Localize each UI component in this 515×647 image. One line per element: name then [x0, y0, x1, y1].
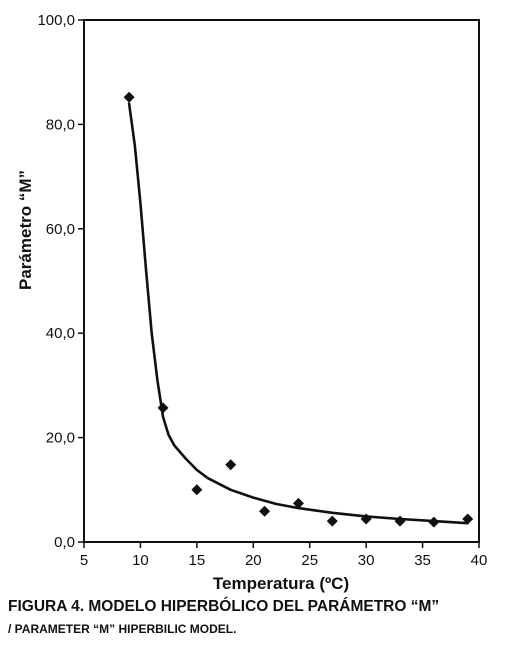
- figure-caption: FIGURA 4. MODELO HIPERBÓLICO DEL PARÁMET…: [8, 598, 440, 615]
- data-point-diamond: [259, 505, 271, 517]
- data-point-diamond: [428, 516, 440, 528]
- x-tick-label: 5: [80, 552, 88, 569]
- hyperbolic-model-chart: 5 10 15 20 25 30 35 40 0,0 20,0 40,0 60,0 80,0 100,0…: [16, 12, 488, 593]
- data-point-diamond: [462, 513, 474, 525]
- figure-caption-english: / PARAMETER “M” HIPERBILIC MODEL.: [8, 622, 237, 636]
- plot-frame: [83, 19, 480, 543]
- x-axis-title: Temperatura (ºC): [213, 574, 349, 593]
- data-point-diamond: [326, 515, 338, 527]
- y-axis-title: Parámetro “M”: [16, 170, 35, 290]
- fitted-hyperbolic-curve: [127, 102, 469, 525]
- data-point-diamond: [191, 484, 203, 496]
- x-axis-ticks: 5 10 15 20 25 30 35 40: [80, 542, 488, 569]
- data-points-layer: [123, 91, 474, 528]
- data-point-diamond: [394, 515, 406, 527]
- y-tick-label: 40,0: [46, 325, 75, 342]
- data-point-diamond: [157, 402, 169, 414]
- y-tick-label: 20,0: [46, 430, 75, 447]
- data-point-diamond: [225, 459, 237, 471]
- fitted-curve-layer: [127, 102, 469, 525]
- x-tick-label: 30: [358, 552, 375, 569]
- data-point-diamond: [292, 497, 304, 509]
- x-tick-label: 25: [301, 552, 318, 569]
- y-tick-label: 0,0: [54, 534, 75, 551]
- x-tick-label: 40: [471, 552, 488, 569]
- data-point-diamond: [123, 91, 135, 103]
- x-tick-label: 35: [414, 552, 431, 569]
- x-tick-label: 10: [132, 552, 149, 569]
- data-point-diamond: [360, 513, 372, 525]
- y-tick-label: 60,0: [46, 221, 75, 238]
- x-tick-label: 20: [245, 552, 262, 569]
- y-tick-label: 80,0: [46, 116, 75, 133]
- x-tick-label: 15: [189, 552, 206, 569]
- y-tick-label: 100,0: [37, 12, 75, 29]
- y-axis-ticks: 0,0 20,0 40,0 60,0 80,0 100,0: [37, 12, 84, 551]
